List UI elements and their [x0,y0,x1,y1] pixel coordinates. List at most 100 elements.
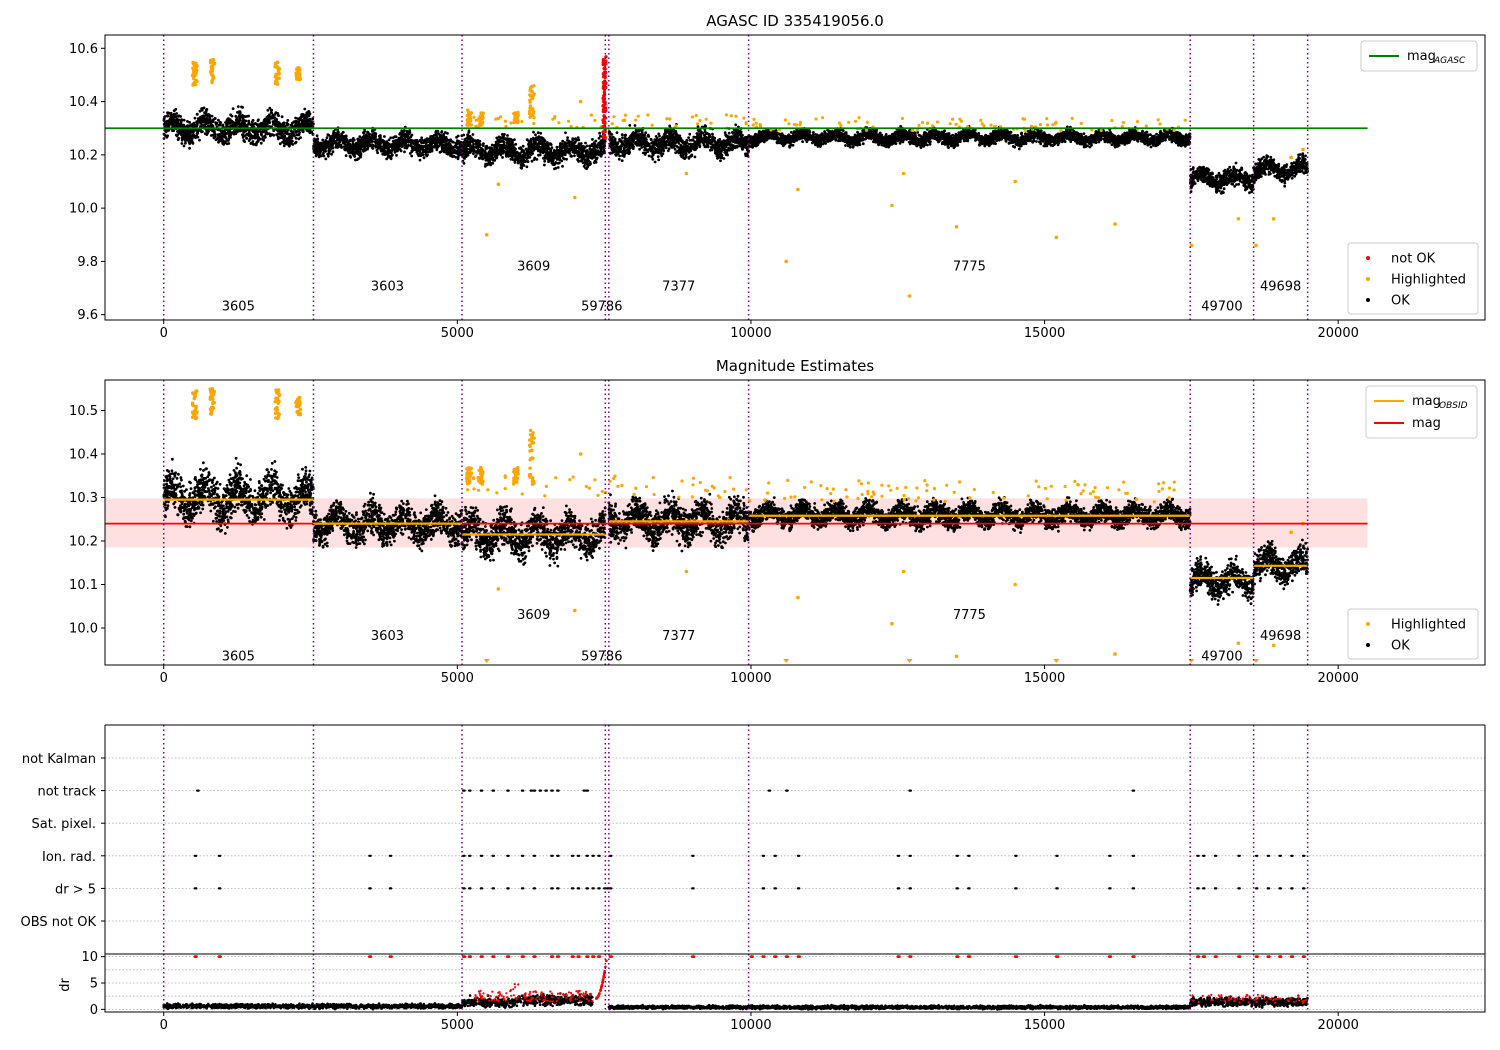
data-point [542,150,546,154]
data-point [647,154,651,158]
data-point [294,136,298,140]
data-point [520,166,524,170]
data-point [392,146,395,150]
data-point [443,146,446,149]
data-point [706,145,710,149]
data-point [237,110,241,114]
data-point [169,113,173,117]
data-point [193,134,197,138]
data-point [249,123,253,126]
data-point [407,136,411,140]
data-point [286,123,289,127]
data-point [718,155,722,159]
data-point [525,150,529,154]
data-point [204,122,208,126]
data-point [241,136,245,139]
data-point [225,123,229,126]
data-point [551,163,555,166]
data-point [695,143,699,146]
data-point [262,124,266,127]
data-point [660,148,664,151]
data-point [244,115,247,118]
data-point [640,138,644,142]
data-point [431,135,434,138]
data-point [610,141,614,145]
data-point [296,133,300,137]
data-point [564,131,567,135]
data-point [617,157,621,161]
data-point [231,123,235,127]
data-point [354,158,357,162]
data-point [552,151,555,155]
data-point [280,133,283,136]
data-point [410,133,414,137]
data-point [658,142,662,146]
data-point [358,150,362,154]
data-point [555,158,559,161]
data-point [314,154,318,158]
data-point [365,134,369,138]
data-point [218,133,221,136]
data-point [575,150,578,154]
data-point [689,145,693,149]
data-point [402,132,406,135]
data-point [240,115,244,118]
data-point [636,129,640,133]
data-point [470,140,474,144]
data-point [247,128,251,132]
data-point [640,131,644,135]
data-point [327,133,331,137]
data-point [661,144,665,148]
data-point [489,153,493,157]
data-point [503,137,507,140]
data-point [571,150,575,154]
data-point [515,150,519,154]
data-point [489,163,492,167]
data-point [569,154,573,158]
data-point [722,157,726,160]
data-point [345,146,349,150]
data-point [626,148,629,152]
data-point [273,120,277,124]
data-point [524,147,528,151]
data-point [687,142,691,146]
data-point [252,122,256,126]
data-point [331,136,335,140]
data-point [928,142,932,146]
data-point [688,138,692,142]
data-point [388,149,392,153]
data-point [244,119,248,123]
data-point [474,145,477,149]
data-point [620,159,624,163]
data-point [560,153,564,157]
data-point [257,118,260,122]
data-point [723,151,727,154]
data-point [420,144,423,148]
data-point [247,139,251,143]
data-point [559,145,562,149]
data-point [332,130,336,133]
data-point [517,156,520,160]
data-point [281,122,285,125]
data-point [310,130,313,134]
data-point [687,136,690,140]
data-point [166,134,170,138]
data-point [718,144,722,148]
data-point [535,136,539,139]
data-point [668,135,672,139]
data-point [231,107,235,110]
data-point [631,141,634,145]
data-point [647,148,651,151]
data-point [504,150,507,154]
data-point [245,124,249,127]
data-point [276,137,280,141]
data-point [240,124,244,128]
data-point [257,138,260,142]
data-point [576,154,580,158]
data-point [734,136,738,140]
data-point [738,137,741,141]
data-point [670,146,674,149]
data-point [468,150,472,154]
data-point [195,113,199,116]
data-point [188,146,192,150]
